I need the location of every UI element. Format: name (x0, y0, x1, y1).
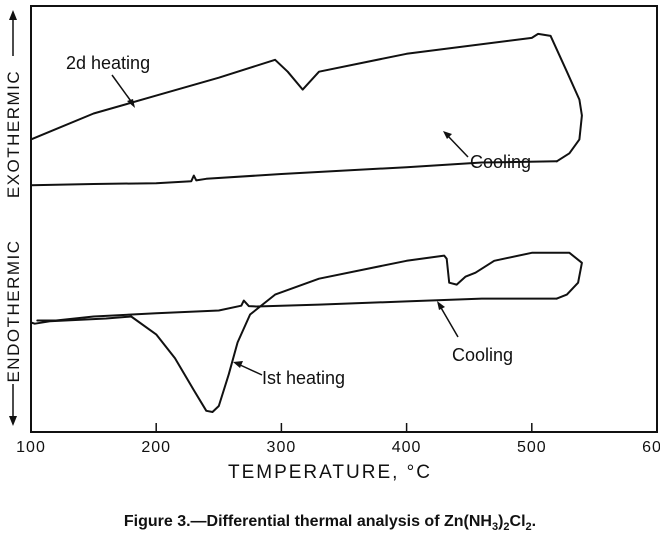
x-tick-label: 400 (392, 439, 422, 456)
x-axis: 100 200 300 400 500 600 (16, 423, 660, 456)
endothermic-arrowhead (9, 416, 17, 426)
endothermic-label: ENDOTHERMIC (4, 239, 23, 426)
series-line-cooling-1 (30, 160, 558, 187)
label-2d-heating: 2d heating (66, 53, 150, 73)
arrowhead-cooling-bottom (437, 301, 445, 310)
x-tick-label: 200 (141, 439, 171, 456)
caption-mid: ) (498, 513, 503, 530)
endothermic-text: ENDOTHERMIC (4, 239, 23, 382)
arrowhead-2d-heating (127, 99, 135, 108)
caption-sub-3: 2 (526, 521, 532, 533)
caption-mid-2: Cl (510, 513, 526, 530)
plot-frame (30, 5, 658, 433)
caption-sub-2: 2 (503, 521, 509, 533)
series-line-2d-heating-0 (30, 32, 583, 163)
label-1st-heating: Ist heating (262, 368, 345, 388)
x-tick-label: 600 (642, 439, 660, 456)
data-curves (30, 32, 583, 413)
annotation-arrow-cooling-top (446, 134, 469, 158)
caption-end: . (532, 513, 536, 530)
label-cooling-top: Cooling (470, 152, 531, 172)
caption-sub-1: 3 (492, 521, 498, 533)
annotation-arrow-2d-heating (111, 74, 134, 105)
series-line-cooling-3 (36, 297, 558, 322)
annotation-arrow-cooling-bottom (439, 305, 459, 338)
x-tick-label: 500 (517, 439, 547, 456)
series-line-1st-heating-2 (30, 251, 583, 413)
arrowhead-1st-heating (233, 361, 243, 368)
exothermic-text: EXOTHERMIC (4, 70, 23, 198)
x-axis-title: TEMPERATURE, °C (228, 462, 432, 483)
exothermic-arrowhead (9, 10, 17, 20)
x-tick-label: 100 (16, 439, 46, 456)
annotation-arrows (111, 74, 469, 376)
annotation-arrow-1st-heating (237, 363, 263, 376)
arrowhead-cooling-top (443, 131, 452, 139)
label-cooling-bottom: Cooling (452, 345, 513, 365)
x-tick-label: 300 (267, 439, 297, 456)
exothermic-label: EXOTHERMIC (4, 10, 23, 198)
figure-caption: Figure 3.—Differential thermal analysis … (124, 513, 536, 533)
caption-prefix: Figure 3.—Differential thermal analysis … (124, 513, 492, 530)
